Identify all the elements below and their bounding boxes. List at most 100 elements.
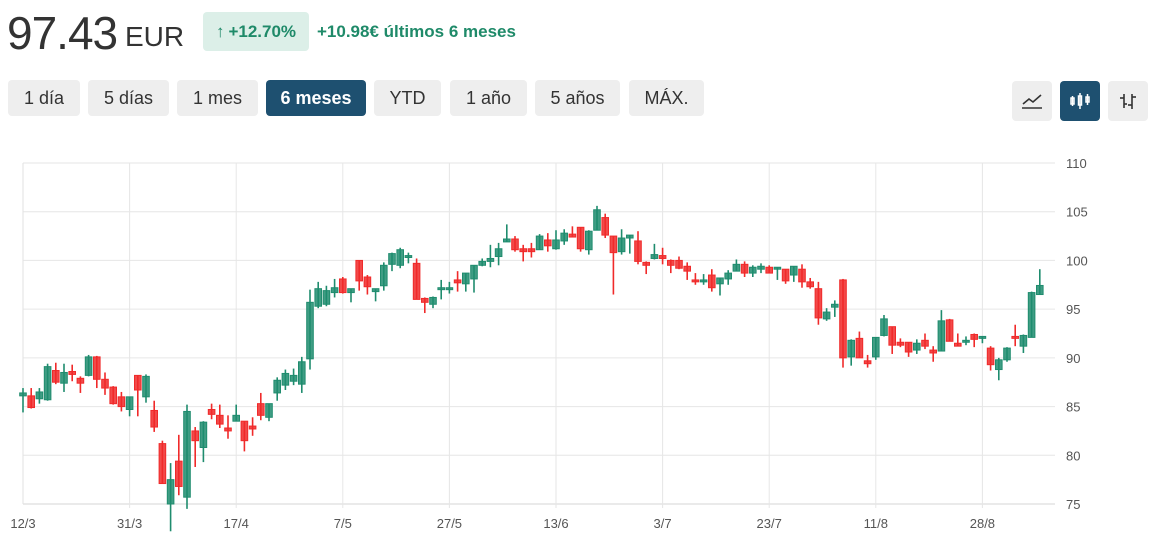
candle-up <box>995 359 1003 371</box>
candle-up <box>298 361 306 385</box>
candle-down <box>101 378 109 389</box>
range-5-days-button[interactable]: 5 días <box>88 80 169 116</box>
candle-down <box>683 265 692 272</box>
candle-up <box>486 257 495 262</box>
y-tick-label: 105 <box>1066 205 1088 220</box>
candle-down <box>642 261 651 266</box>
candle-up <box>388 253 396 265</box>
candlestick-chart-button[interactable] <box>1060 81 1100 121</box>
candle-down <box>421 297 429 303</box>
candle-down <box>675 259 683 269</box>
candle-down <box>257 403 265 416</box>
candle-up <box>978 335 987 339</box>
candle-up <box>437 287 445 291</box>
candle-up <box>822 311 831 320</box>
candle-up <box>60 371 68 384</box>
candle-up <box>913 342 921 351</box>
y-tick-label: 90 <box>1066 351 1080 366</box>
y-tick-label: 95 <box>1066 302 1080 317</box>
candle-up <box>166 479 175 505</box>
candle-up <box>183 410 191 498</box>
candle-down <box>658 255 667 259</box>
candle-down <box>667 259 675 266</box>
candle-down <box>27 395 35 409</box>
range-ytd-button[interactable]: YTD <box>374 80 441 116</box>
change-percent-badge: ↑ +12.70% <box>203 12 309 51</box>
candle-up <box>503 238 511 243</box>
range-5-years-button[interactable]: 5 años <box>535 80 620 116</box>
candle-down <box>109 386 118 405</box>
x-tick-label: 11/8 <box>864 516 888 531</box>
candle-up <box>1003 347 1011 361</box>
candle-up <box>396 249 404 266</box>
candle-up <box>429 296 437 305</box>
x-tick-label: 13/6 <box>543 516 568 531</box>
candle-up <box>35 391 44 400</box>
candle-down <box>1011 335 1020 339</box>
range-1-month-button[interactable]: 1 mes <box>177 80 258 116</box>
candle-down <box>93 356 101 380</box>
candle-up <box>273 379 281 394</box>
line-chart-button[interactable] <box>1012 81 1052 121</box>
x-tick-label: 23/7 <box>757 516 782 531</box>
candle-down <box>134 374 142 391</box>
candle-up <box>371 288 380 293</box>
candle-down <box>634 240 642 262</box>
ohlc-chart-button[interactable] <box>1108 81 1148 121</box>
x-tick-label: 17/4 <box>224 516 249 531</box>
candle-up <box>535 235 544 251</box>
candle-up <box>232 414 240 422</box>
line-chart-icon <box>1022 94 1042 109</box>
candle-down <box>904 341 913 353</box>
y-tick-label: 85 <box>1066 400 1080 415</box>
candle-down <box>453 279 462 284</box>
candle-down <box>248 425 257 430</box>
y-tick-label: 110 <box>1066 156 1087 171</box>
candle-up <box>347 288 355 294</box>
candle-down <box>855 337 864 359</box>
current-price: 97.43 <box>7 7 118 59</box>
candle-down <box>158 443 167 485</box>
candle-up <box>265 403 273 418</box>
candle-up <box>306 301 314 360</box>
candle-down <box>544 239 552 247</box>
candle-down <box>150 409 158 428</box>
candle-up <box>757 265 765 270</box>
candle-up <box>1036 284 1044 296</box>
candle-down <box>798 268 806 283</box>
range-1-day-button[interactable]: 1 día <box>8 80 80 116</box>
candle-up <box>650 254 659 259</box>
range-6-months-button[interactable]: 6 meses <box>266 80 366 116</box>
range-max-button[interactable]: MÁX. <box>629 80 704 116</box>
candle-up <box>626 234 634 239</box>
candle-down <box>363 276 372 288</box>
candle-up <box>773 266 782 270</box>
candle-down <box>355 259 363 282</box>
candle-down <box>52 370 60 383</box>
candle-down <box>929 349 938 354</box>
candle-up <box>617 237 626 253</box>
candle-up <box>330 287 339 294</box>
candlestick-chart-icon <box>1070 93 1090 109</box>
candle-up <box>84 356 93 376</box>
candle-up <box>494 248 503 258</box>
candle-up <box>552 239 560 250</box>
candle-down <box>888 326 897 346</box>
candle-down <box>863 360 872 365</box>
x-tick-label: 27/5 <box>437 516 462 531</box>
candle-up <box>289 374 298 382</box>
candle-up <box>585 230 593 251</box>
candle-down <box>527 248 536 253</box>
candle-up <box>199 421 208 448</box>
candle-up <box>872 336 880 358</box>
candle-up <box>445 287 454 291</box>
candle-up <box>470 264 478 280</box>
candle-down <box>601 217 610 236</box>
candle-up <box>314 288 322 307</box>
candle-down <box>68 370 77 375</box>
x-tick-label: 31/3 <box>117 516 142 531</box>
x-tick-label: 28/8 <box>970 516 995 531</box>
candle-down <box>609 235 618 254</box>
candle-down <box>240 420 249 442</box>
range-1-year-button[interactable]: 1 año <box>450 80 527 116</box>
